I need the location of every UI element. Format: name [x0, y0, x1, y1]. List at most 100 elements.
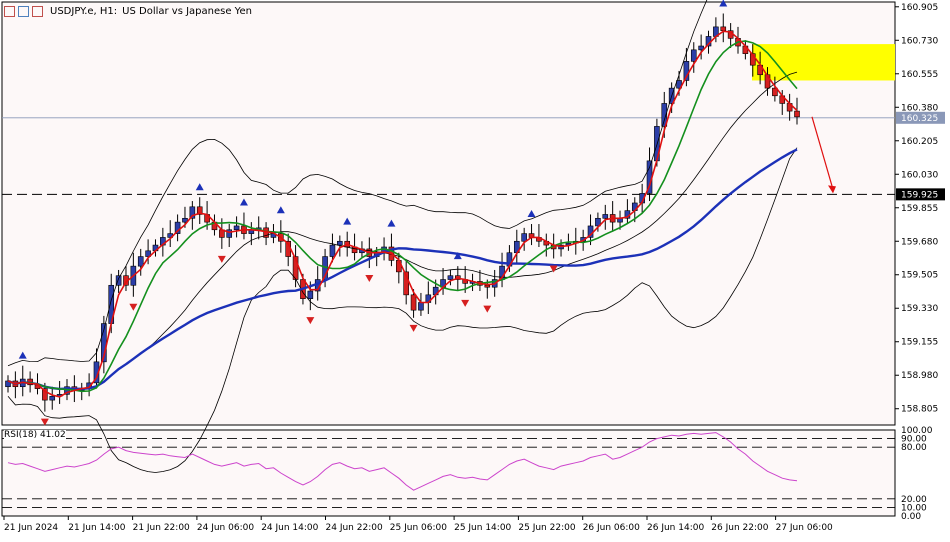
y-tick-label: 160.380 [901, 103, 938, 113]
fractal-down-icon [461, 299, 470, 307]
fractal-down-icon [217, 255, 226, 263]
x-tick-label: 21 Jun 2024 [4, 523, 58, 533]
y-tick-label: 160.555 [901, 70, 938, 80]
rsi-level-label: 10.00 [901, 503, 927, 513]
candle-body [595, 217, 601, 227]
upper-band [7, 0, 708, 367]
lower-band [7, 147, 798, 473]
y-tick-label: 158.980 [901, 371, 938, 381]
fractal-down-icon [129, 303, 138, 311]
candle-body [720, 26, 727, 32]
fast-ma-line [7, 30, 798, 398]
candle-body [49, 395, 56, 401]
fractal-up-icon [453, 252, 462, 260]
x-tick-label: 25 Jun 22:00 [518, 523, 575, 533]
candle-body [233, 225, 240, 231]
candle-body [196, 206, 203, 215]
x-tick-label: 24 Jun 06:00 [197, 523, 254, 533]
y-tick-label: 160.030 [901, 170, 938, 180]
candle-body [337, 240, 343, 246]
fractal-up-icon [195, 183, 204, 191]
candle-body [145, 250, 151, 257]
chart-window-icon-2[interactable] [18, 5, 29, 17]
chart-header: USDJPY.e, H1: US Dollar vs Japanese Yen [4, 3, 252, 19]
fractal-up-icon [719, 0, 728, 7]
candle-body [189, 206, 196, 219]
slow-ma-line [7, 148, 798, 391]
fractal-up-icon [527, 210, 536, 218]
y-tick-label: 159.680 [901, 237, 938, 247]
rsi-level-label: 90.00 [901, 435, 927, 445]
x-tick-label: 27 Jun 06:00 [776, 523, 833, 533]
fractal-up-icon [343, 217, 352, 225]
price-pane [1, 1, 896, 426]
chart-symbol: USDJPY.e, H1: [50, 5, 118, 17]
chart-window-icon[interactable] [4, 5, 15, 17]
support-price-label: 159.925 [901, 190, 938, 200]
candle-body [661, 103, 668, 127]
x-tick-label: 21 Jun 14:00 [68, 523, 125, 533]
candle-body [5, 380, 11, 388]
candle-body [115, 275, 122, 286]
rsi-label: RSI(18) 41.02 [4, 430, 66, 440]
rsi-line [7, 432, 798, 491]
fractal-up-icon [276, 206, 285, 214]
fractal-up-icon [18, 351, 27, 359]
mid-ma-line [7, 40, 798, 393]
rsi-pane [1, 429, 896, 517]
candle-body [794, 110, 800, 118]
fractal-down-icon [40, 418, 49, 426]
x-tick-label: 26 Jun 22:00 [711, 523, 768, 533]
x-tick-label: 24 Jun 22:00 [326, 523, 383, 533]
x-tick-label: 24 Jun 14:00 [261, 523, 318, 533]
candle-body [42, 388, 48, 401]
candle-body [329, 244, 336, 257]
y-tick-label: 159.155 [901, 338, 938, 348]
support-price-tag [896, 188, 945, 201]
fractal-down-icon [365, 275, 374, 283]
fractal-down-icon [483, 305, 492, 313]
projection-arrow-line [811, 116, 834, 190]
fractal-down-icon [409, 324, 418, 332]
fractal-down-icon [549, 265, 558, 273]
fractal-down-icon [306, 317, 315, 325]
candle-body [521, 233, 527, 242]
chart-description: US Dollar vs Japanese Yen [122, 5, 252, 17]
candle-body [698, 45, 704, 51]
rsi-level-label: 0.00 [901, 512, 921, 522]
candle-body [410, 294, 417, 311]
candle-body [226, 229, 233, 238]
projection-arrow-icon [828, 185, 836, 194]
candle-body [484, 284, 491, 288]
rsi-level-label: 80.00 [901, 443, 927, 453]
x-tick-label: 25 Jun 06:00 [390, 523, 447, 533]
candle-body [602, 214, 609, 219]
y-tick-label: 160.905 [901, 3, 938, 13]
x-tick-label: 26 Jun 14:00 [647, 523, 704, 533]
candle-body [292, 256, 299, 280]
y-tick-label: 160.730 [901, 36, 938, 46]
fractal-up-icon [239, 198, 248, 206]
candle-body [772, 87, 778, 97]
x-tick-label: 25 Jun 14:00 [454, 523, 511, 533]
candle-body [418, 302, 424, 311]
y-tick-label: 159.505 [901, 271, 938, 281]
y-tick-label: 160.205 [901, 137, 938, 147]
candle-body [137, 256, 144, 267]
candle-body [403, 271, 409, 296]
chart-window-icon-3[interactable] [32, 5, 43, 17]
y-tick-label: 159.330 [901, 304, 938, 314]
candle-body [182, 217, 188, 223]
x-tick-label: 21 Jun 22:00 [133, 523, 190, 533]
candle-body [307, 290, 314, 299]
current-price-label: 160.325 [901, 114, 938, 124]
current-price-tag [896, 111, 945, 124]
resistance-zone [752, 44, 895, 81]
candle-body [690, 49, 697, 62]
rsi-level-label: 100.00 [901, 426, 933, 436]
x-tick-label: 26 Jun 06:00 [583, 523, 640, 533]
y-tick-label: 158.805 [901, 405, 938, 415]
fractal-up-icon [387, 219, 396, 227]
